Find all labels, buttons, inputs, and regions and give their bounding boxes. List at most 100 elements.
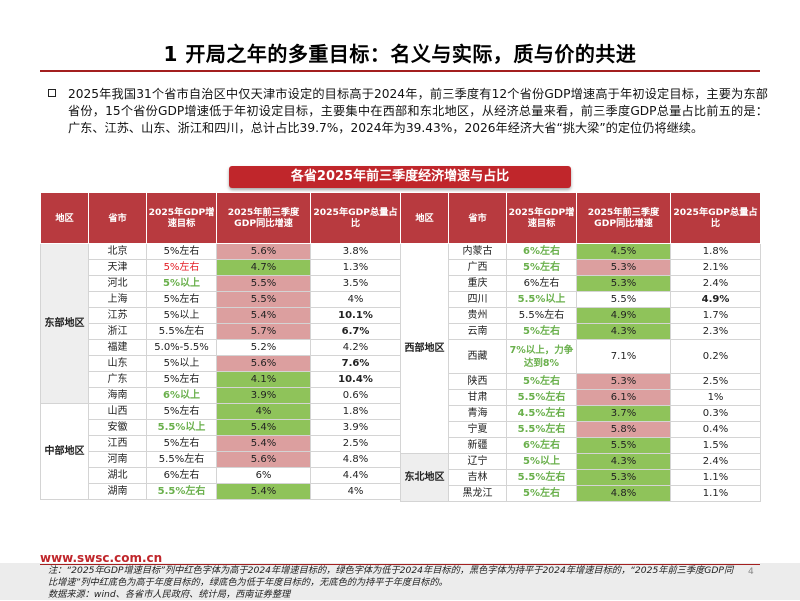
table-row: 吉林 5.5%左右 5.3% 1.1% [401,469,761,486]
province-cell: 上海 [88,291,147,308]
growth-header: 2025年前三季度GDP同比增速 [216,192,311,244]
province-cell: 广东 [88,371,147,388]
target-cell: 5.5%左右 [146,451,217,468]
page-number: 4 [748,567,754,577]
footer-band [0,563,800,600]
share-cell: 4.9% [670,291,761,308]
growth-cell: 3.7% [576,405,671,422]
province-cell: 西藏 [448,339,507,374]
growth-cell: 5.6% [216,355,311,372]
province-cell: 江苏 [88,307,147,324]
target-cell: 7%以上，力争达到8% [506,339,577,374]
province-cell: 河南 [88,451,147,468]
table-row: 西藏 7%以上，力争达到8% 7.1% 0.2% [401,339,761,374]
footer-url-link[interactable]: www.swsc.com.cn [40,551,163,565]
growth-cell: 5.3% [576,259,671,276]
summary-text: 2025年我国31个省市自治区中仅天津市设定的目标高于2024年，前三季度有12… [68,87,768,135]
share-cell: 1.8% [670,243,761,260]
target-cell: 6%以上 [146,387,217,404]
province-cell: 浙江 [88,323,147,340]
growth-cell: 4.3% [576,323,671,340]
growth-cell: 6% [216,467,311,484]
table-row: 云南 5%左右 4.3% 2.3% [401,323,761,340]
square-bullet-icon [48,89,56,97]
share-cell: 1.7% [670,307,761,324]
target-cell: 5%以上 [146,275,217,292]
footnote: 注：“2025年GDP增速目标”列中红色字体为高于2024年增速目标的，绿色字体… [48,565,738,601]
province-cell: 重庆 [448,275,507,292]
table-row: 西部地区 内蒙古 6%左右 4.5% 1.8% [400,243,761,454]
share-cell: 3.8% [310,243,401,260]
growth-cell: 5.5% [216,291,311,308]
share-cell: 0.2% [670,339,761,374]
region-header: 地区 [40,192,89,244]
target-cell: 5%左右 [146,371,217,388]
share-cell: 4.8% [310,451,401,468]
province-cell: 安徽 [88,419,147,436]
table-row: 天津 5%左右 4.7% 1.3% [41,259,401,276]
share-cell: 3.9% [310,419,401,436]
share-cell: 1% [670,389,761,406]
table-row: 四川 5.5%以上 5.5% 4.9% [401,291,761,308]
table-row: 江苏 5%以上 5.4% 10.1% [41,307,401,324]
target-header: 2025年GDP增速目标 [146,192,217,244]
target-cell: 5%左右 [506,485,577,502]
share-cell: 10.4% [310,371,401,388]
region-cell: 东北地区 [400,453,449,502]
share-cell: 2.5% [670,373,761,390]
table-row: 安徽 5.5%以上 5.4% 3.9% [41,419,401,436]
target-header: 2025年GDP增速目标 [506,192,577,244]
target-cell: 5%以上 [506,453,577,470]
growth-cell: 5.6% [216,451,311,468]
table-row: 福建 5.0%-5.5% 5.2% 4.2% [41,339,401,356]
table-row: 浙江 5.5%左右 5.7% 6.7% [41,323,401,340]
target-cell: 5.5%左右 [506,307,577,324]
share-cell: 1.1% [670,469,761,486]
share-cell: 4% [310,483,401,500]
table-row: 江西 5%左右 5.4% 2.5% [41,435,401,452]
table-row: 陕西 5%左右 5.3% 2.5% [401,373,761,390]
table-row: 湖北 6%左右 6% 4.4% [41,467,401,484]
footnote-text: 注：“2025年GDP增速目标”列中红色字体为高于2024年增速目标的，绿色字体… [48,565,734,588]
growth-cell: 5.4% [216,419,311,436]
share-cell: 1.3% [310,259,401,276]
summary-paragraph: 2025年我国31个省市自治区中仅天津市设定的目标高于2024年，前三季度有12… [48,86,768,137]
province-cell: 湖南 [88,483,147,500]
target-cell: 5%左右 [146,403,217,420]
growth-cell: 5.7% [216,323,311,340]
province-cell: 海南 [88,387,147,404]
share-cell: 0.6% [310,387,401,404]
share-cell: 10.1% [310,307,401,324]
table-row: 新疆 6%左右 5.5% 1.5% [401,437,761,454]
source-text: 数据来源：wind、各省市人民政府、统计局，西南证券整理 [48,589,291,600]
target-cell: 5%左右 [506,323,577,340]
province-cell: 云南 [448,323,507,340]
province-cell: 福建 [88,339,147,356]
target-cell: 5.5%左右 [146,483,217,500]
province-cell: 山西 [88,403,147,420]
share-cell: 2.4% [670,453,761,470]
province-cell: 河北 [88,275,147,292]
share-cell: 0.3% [670,405,761,422]
region-cell: 东部地区 [40,243,89,404]
province-cell: 湖北 [88,467,147,484]
share-header: 2025年GDP总量占比 [310,192,401,244]
growth-cell: 4.7% [216,259,311,276]
growth-cell: 5.4% [216,435,311,452]
region-cell: 中部地区 [40,403,89,500]
title-divider [40,70,760,72]
table-row: 东部地区 北京 5%左右 5.6% 3.8% [40,243,401,404]
growth-cell: 5.3% [576,275,671,292]
table-row: 重庆 6%左右 5.3% 2.4% [401,275,761,292]
share-cell: 6.7% [310,323,401,340]
growth-cell: 5.4% [216,483,311,500]
share-cell: 4.4% [310,467,401,484]
growth-cell: 3.9% [216,387,311,404]
share-cell: 4.2% [310,339,401,356]
province-cell: 江西 [88,435,147,452]
province-cell: 陕西 [448,373,507,390]
growth-cell: 4.3% [576,453,671,470]
growth-cell: 4.5% [576,243,671,260]
target-cell: 5.5%左右 [506,389,577,406]
growth-cell: 5.6% [216,243,311,260]
